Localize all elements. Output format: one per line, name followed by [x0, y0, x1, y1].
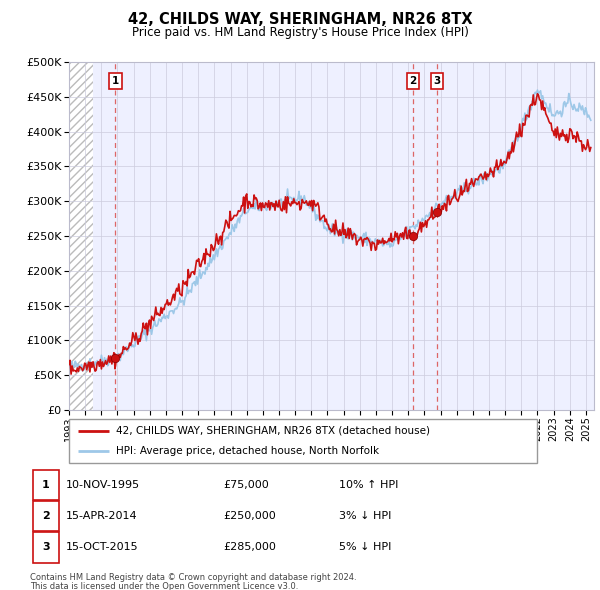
- Text: £285,000: £285,000: [223, 542, 276, 552]
- Bar: [69, 62, 93, 410]
- Text: £75,000: £75,000: [223, 480, 269, 490]
- FancyBboxPatch shape: [33, 501, 59, 532]
- Text: 5% ↓ HPI: 5% ↓ HPI: [339, 542, 391, 552]
- Text: Price paid vs. HM Land Registry's House Price Index (HPI): Price paid vs. HM Land Registry's House …: [131, 26, 469, 39]
- Text: 3: 3: [434, 76, 441, 86]
- Text: 3% ↓ HPI: 3% ↓ HPI: [339, 512, 391, 521]
- Text: Contains HM Land Registry data © Crown copyright and database right 2024.: Contains HM Land Registry data © Crown c…: [30, 573, 356, 582]
- Text: This data is licensed under the Open Government Licence v3.0.: This data is licensed under the Open Gov…: [30, 582, 298, 590]
- Text: 15-APR-2014: 15-APR-2014: [66, 512, 137, 521]
- Text: 10% ↑ HPI: 10% ↑ HPI: [339, 480, 398, 490]
- Text: 42, CHILDS WAY, SHERINGHAM, NR26 8TX (detached house): 42, CHILDS WAY, SHERINGHAM, NR26 8TX (de…: [116, 426, 430, 436]
- Text: 1: 1: [42, 480, 50, 490]
- Text: 2: 2: [42, 512, 50, 521]
- FancyBboxPatch shape: [69, 419, 537, 463]
- Text: HPI: Average price, detached house, North Norfolk: HPI: Average price, detached house, Nort…: [116, 446, 379, 456]
- FancyBboxPatch shape: [33, 532, 59, 562]
- Text: 42, CHILDS WAY, SHERINGHAM, NR26 8TX: 42, CHILDS WAY, SHERINGHAM, NR26 8TX: [128, 12, 472, 27]
- Text: 2: 2: [409, 76, 416, 86]
- Text: 10-NOV-1995: 10-NOV-1995: [66, 480, 140, 490]
- Text: £250,000: £250,000: [223, 512, 276, 521]
- Text: 1: 1: [112, 76, 119, 86]
- FancyBboxPatch shape: [33, 470, 59, 500]
- Text: 15-OCT-2015: 15-OCT-2015: [66, 542, 139, 552]
- Text: 3: 3: [42, 542, 50, 552]
